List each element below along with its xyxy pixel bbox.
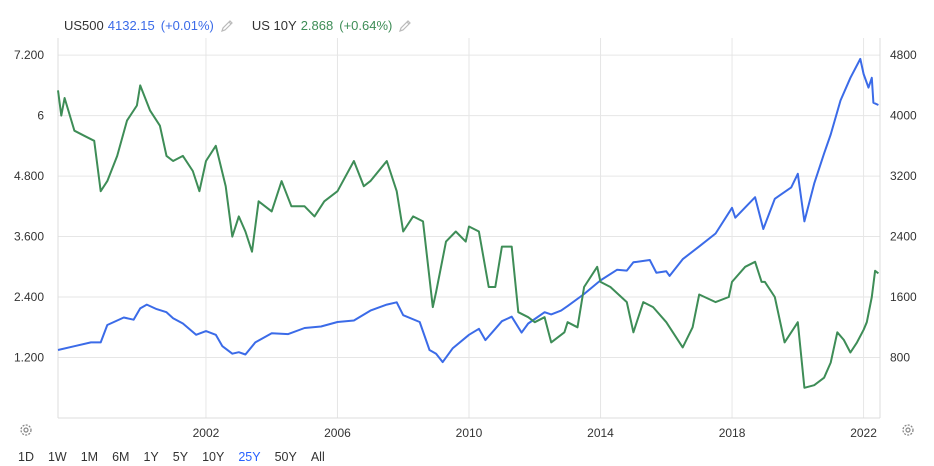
y-left-tick-label: 6 — [37, 109, 44, 123]
range-all[interactable]: All — [310, 450, 325, 464]
x-tick-label: 2022 — [850, 426, 877, 440]
range-1d[interactable]: 1D — [18, 450, 34, 464]
edit-pencil-icon[interactable] — [220, 19, 234, 33]
legend-us500[interactable]: US500 4132.15 (+0.01%) — [64, 18, 234, 33]
legend-us10y-change: (+0.64%) — [339, 18, 393, 33]
edit-pencil-icon[interactable] — [398, 19, 412, 33]
y-left-tick-label: 2.400 — [14, 290, 44, 304]
range-6m[interactable]: 6M — [112, 450, 130, 464]
range-5y[interactable]: 5Y — [172, 450, 189, 464]
y-left-tick-label: 1.200 — [14, 351, 44, 365]
range-1w[interactable]: 1W — [47, 450, 67, 464]
legend-us500-value: 4132.15 — [107, 18, 155, 33]
x-tick-label: 2002 — [193, 426, 220, 440]
x-tick-label: 2018 — [719, 426, 746, 440]
range-selector: 1D 1W 1M 6M 1Y 5Y 10Y 25Y 50Y All — [18, 450, 339, 464]
legend-us500-change: (+0.01%) — [160, 18, 214, 33]
y-right-tick-label: 1600 — [890, 290, 917, 304]
range-50y[interactable]: 50Y — [274, 450, 297, 464]
y-right-tick-label: 4000 — [890, 109, 917, 123]
range-1y[interactable]: 1Y — [143, 450, 159, 464]
y-right-tick-label: 2400 — [890, 230, 917, 244]
y-left-tick-label: 7.200 — [14, 48, 44, 62]
y-left-tick-label: 4.800 — [14, 169, 44, 183]
y-right-tick-label: 3200 — [890, 169, 917, 183]
legend-us10y[interactable]: US 10Y 2.868 (+0.64%) — [252, 18, 412, 33]
left-axis-settings-gear-icon[interactable] — [18, 422, 34, 438]
range-10y[interactable]: 10Y — [202, 450, 225, 464]
x-tick-label: 2010 — [456, 426, 483, 440]
chart-series — [57, 57, 880, 389]
series-line-us500 — [57, 57, 879, 364]
range-25y[interactable]: 25Y — [238, 450, 261, 464]
y-right-tick-label: 800 — [890, 351, 910, 365]
chart-legend: US500 4132.15 (+0.01%) US 10Y 2.868 (+0.… — [64, 18, 430, 33]
range-1m[interactable]: 1M — [80, 450, 99, 464]
legend-us10y-symbol: US 10Y — [251, 18, 297, 33]
series-line-us-10y — [57, 84, 880, 389]
right-axis-settings-gear-icon[interactable] — [900, 422, 916, 438]
legend-us500-symbol: US500 — [64, 18, 104, 33]
chart-axes: 1.200 2.400 3.600 4.800 6 7.200 800 1600 2400 320… — [14, 38, 917, 440]
x-tick-label: 2014 — [587, 426, 614, 440]
legend-us10y-value: 2.868 — [300, 18, 334, 33]
y-left-tick-label: 3.600 — [14, 230, 44, 244]
y-right-tick-label: 4800 — [890, 48, 917, 62]
x-tick-label: 2006 — [324, 426, 351, 440]
